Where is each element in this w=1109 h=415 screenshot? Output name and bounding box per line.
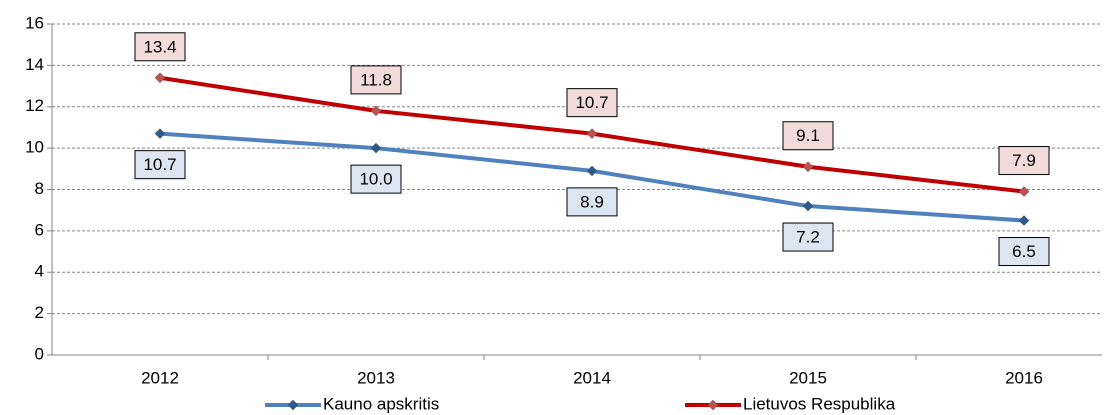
legend-marker xyxy=(707,399,719,411)
y-tick-label: 2 xyxy=(35,303,44,322)
y-tick-label: 4 xyxy=(35,262,44,281)
data-label: 11.8 xyxy=(360,70,392,89)
y-tick-label: 6 xyxy=(35,220,44,239)
data-label: 9.1 xyxy=(796,126,820,145)
y-tick-label: 0 xyxy=(35,344,44,363)
data-label: 6.5 xyxy=(1012,242,1036,261)
data-label-box xyxy=(998,146,1050,176)
marker xyxy=(586,165,598,177)
x-tick-label: 2013 xyxy=(357,368,395,387)
data-label: 13.4 xyxy=(143,37,176,56)
data-label-box xyxy=(350,65,402,95)
y-tick-label: 14 xyxy=(25,55,44,74)
marker xyxy=(154,128,166,139)
marker xyxy=(802,200,814,212)
data-label-box xyxy=(566,187,618,217)
y-tick-label: 8 xyxy=(35,179,44,198)
data-label-box xyxy=(350,164,402,194)
data-label: 7.2 xyxy=(796,228,820,247)
data-label-box xyxy=(134,150,186,180)
y-tick-label: 16 xyxy=(25,13,44,32)
y-tick-label: 10 xyxy=(25,138,44,157)
marker xyxy=(586,128,598,139)
data-label: 7.9 xyxy=(1012,151,1036,170)
marker xyxy=(1018,186,1030,197)
data-label-box xyxy=(566,88,618,118)
data-label: 10.7 xyxy=(575,93,608,112)
y-tick-label: 12 xyxy=(25,96,44,115)
marker xyxy=(154,72,166,84)
x-tick-label: 2015 xyxy=(789,368,827,387)
data-label: 10.7 xyxy=(143,155,176,174)
data-label-box xyxy=(134,32,186,62)
x-tick-label: 2016 xyxy=(1005,368,1043,387)
legend-marker xyxy=(287,399,299,411)
marker xyxy=(802,161,814,173)
marker xyxy=(370,142,382,154)
data-label-box xyxy=(782,222,834,252)
data-label-box xyxy=(998,237,1050,267)
data-label: 8.9 xyxy=(580,192,604,211)
data-label-box xyxy=(782,121,834,151)
legend-label: Kauno apskritis xyxy=(323,394,439,413)
marker xyxy=(1018,215,1030,226)
data-label: 10.0 xyxy=(359,170,392,189)
x-tick-label: 2014 xyxy=(573,368,611,387)
x-tick-label: 2012 xyxy=(141,368,179,387)
marker xyxy=(370,105,382,117)
legend-label: Lietuvos Respublika xyxy=(743,394,896,413)
